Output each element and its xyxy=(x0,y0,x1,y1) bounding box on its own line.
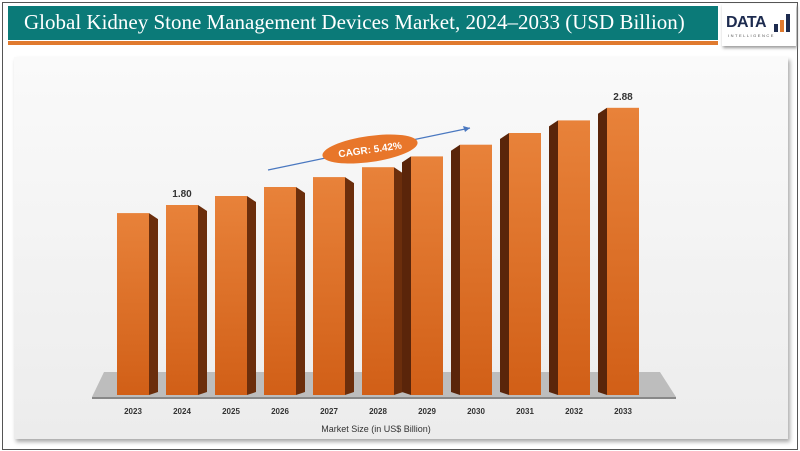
x-axis-label: Market Size (in US$ Billion) xyxy=(321,424,431,434)
x-tick-label: 2027 xyxy=(320,407,338,416)
bar-side xyxy=(345,177,354,395)
bar-side xyxy=(598,107,607,396)
logo: DATA INTELLIGENCE xyxy=(722,4,796,46)
bar-2024 xyxy=(166,205,198,395)
title-bar: Global Kidney Stone Management Devices M… xyxy=(8,6,718,40)
bar-2025 xyxy=(215,196,247,395)
data-label: 2.88 xyxy=(613,92,633,103)
x-tick-label: 2026 xyxy=(271,407,289,416)
bar-2026 xyxy=(264,187,296,395)
cagr-badge xyxy=(322,134,418,164)
x-tick-label: 2024 xyxy=(173,407,191,416)
x-tick-label: 2028 xyxy=(369,407,387,416)
bar-side xyxy=(247,196,256,395)
x-tick-label: 2025 xyxy=(222,407,240,416)
bar-side xyxy=(549,120,558,396)
arrow-head-icon xyxy=(463,126,470,132)
x-tick-label: 2032 xyxy=(565,407,583,416)
bar-side xyxy=(149,213,158,395)
logo-subtext: INTELLIGENCE xyxy=(728,33,775,38)
logo-bars-icon xyxy=(774,14,790,32)
x-tick-label: 2030 xyxy=(467,407,485,416)
bar-side xyxy=(451,144,460,395)
bar-2027 xyxy=(313,177,345,395)
bar-side xyxy=(394,167,403,395)
bar-side xyxy=(402,156,411,395)
chart-title: Global Kidney Stone Management Devices M… xyxy=(24,10,685,34)
x-tick-label: 2029 xyxy=(418,407,436,416)
x-tick-label: 2033 xyxy=(614,407,632,416)
x-tick-label: 2023 xyxy=(124,407,142,416)
x-tick-label: 2031 xyxy=(516,407,534,416)
bar-2032 xyxy=(558,120,590,396)
logo-text: DATA xyxy=(726,14,767,31)
bar-2033 xyxy=(607,107,639,396)
bar-side xyxy=(198,205,207,395)
bar-2023 xyxy=(117,213,149,395)
bar-2031 xyxy=(509,133,541,395)
bar-2028 xyxy=(362,167,394,395)
bar-2030 xyxy=(460,144,492,395)
bar-2029 xyxy=(411,156,443,395)
bar-side xyxy=(296,187,305,395)
data-label: 1.80 xyxy=(172,189,192,200)
bar-side xyxy=(500,133,509,395)
accent-stripe xyxy=(8,41,718,45)
